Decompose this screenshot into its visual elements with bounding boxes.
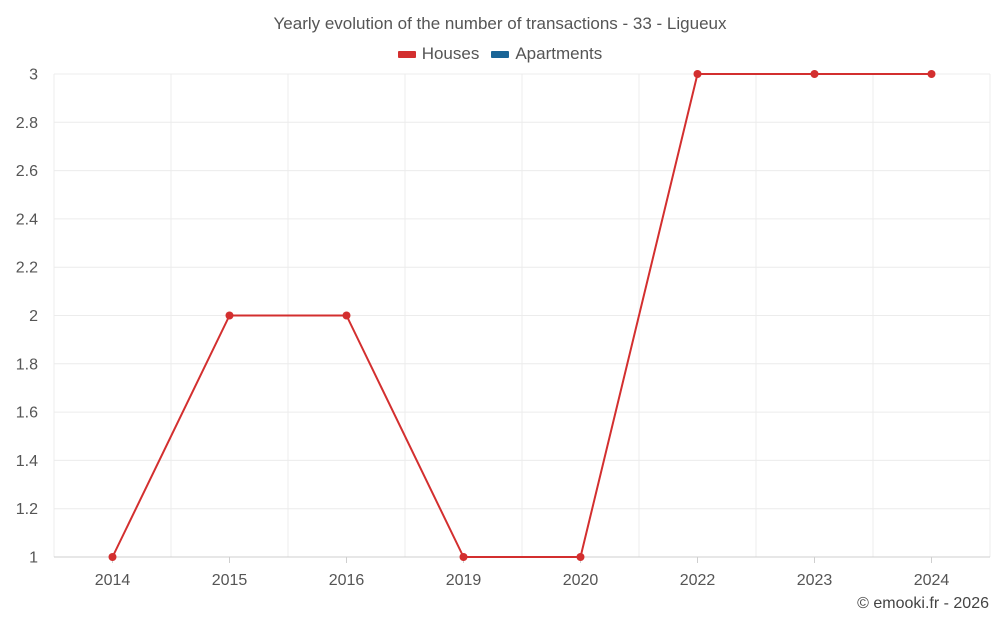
x-tick-label: 2022	[680, 572, 716, 589]
y-tick-label: 1.2	[16, 501, 38, 518]
x-tick-label: 2016	[329, 572, 365, 589]
legend: Houses Apartments	[0, 44, 1000, 64]
y-tick-label: 3	[29, 67, 38, 84]
y-tick-label: 2.2	[16, 260, 38, 277]
legend-item-houses[interactable]: Houses	[397, 44, 480, 64]
data-point[interactable]	[693, 70, 702, 78]
data-point[interactable]	[342, 311, 351, 320]
y-tick-label: 1.4	[16, 453, 38, 470]
y-tick-label: 2	[29, 308, 38, 325]
legend-swatch-houses	[397, 50, 416, 58]
data-point[interactable]	[810, 70, 819, 78]
grid	[53, 73, 991, 558]
y-axis: 1 1.2 1.4 1.6 1.8 2 2.2 2.4 2.6 2.8 3	[16, 67, 38, 567]
x-tick-label: 2019	[446, 572, 482, 589]
data-point[interactable]	[459, 553, 468, 561]
x-tick-label: 2023	[797, 572, 833, 589]
x-tick-label: 2020	[563, 572, 599, 589]
x-tick-label: 2015	[212, 572, 248, 589]
y-tick-label: 2.4	[16, 211, 38, 228]
legend-label-apartments: Apartments	[515, 44, 603, 63]
y-tick-label: 1.8	[16, 356, 38, 373]
data-point[interactable]	[108, 553, 117, 561]
data-point[interactable]	[225, 311, 234, 320]
data-point[interactable]	[576, 553, 585, 561]
credit-text: © emooki.fr - 2026	[857, 595, 989, 612]
y-tick-label: 1.6	[16, 405, 38, 422]
series-layer	[108, 70, 936, 561]
x-axis: 2014 2015 2016 2019 2020 2022 2023 2024	[54, 556, 990, 589]
data-point[interactable]	[927, 70, 936, 78]
legend-swatch-apartments	[491, 50, 510, 58]
x-tick-label: 2024	[914, 572, 950, 589]
series-line-houses	[111, 73, 932, 558]
chart-title: Yearly evolution of the number of transa…	[273, 14, 727, 33]
x-tick-label: 2014	[95, 572, 131, 589]
y-tick-label: 1	[29, 550, 38, 567]
legend-item-apartments[interactable]: Apartments	[491, 44, 602, 64]
y-tick-label: 2.6	[16, 163, 38, 180]
y-tick-label: 2.8	[16, 115, 38, 132]
legend-label-houses: Houses	[421, 44, 480, 63]
